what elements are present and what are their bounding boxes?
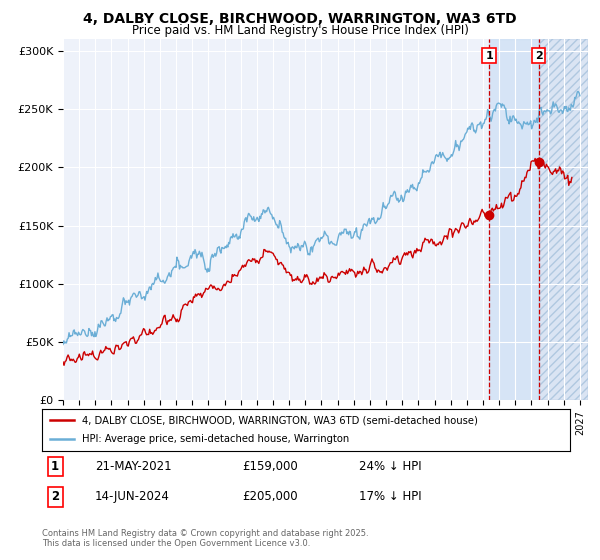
Text: This data is licensed under the Open Government Licence v3.0.: This data is licensed under the Open Gov…	[42, 539, 310, 548]
Text: 14-JUN-2024: 14-JUN-2024	[95, 490, 170, 503]
Text: 2: 2	[535, 50, 542, 60]
Text: 2: 2	[51, 490, 59, 503]
Text: £205,000: £205,000	[242, 490, 298, 503]
Text: 17% ↓ HPI: 17% ↓ HPI	[359, 490, 421, 503]
Text: Contains HM Land Registry data © Crown copyright and database right 2025.: Contains HM Land Registry data © Crown c…	[42, 529, 368, 538]
Bar	[539, 39, 588, 400]
Text: 4, DALBY CLOSE, BIRCHWOOD, WARRINGTON, WA3 6TD: 4, DALBY CLOSE, BIRCHWOOD, WARRINGTON, W…	[83, 12, 517, 26]
Text: 1: 1	[51, 460, 59, 473]
Bar	[489, 39, 539, 400]
Text: 1: 1	[485, 50, 493, 60]
Text: Price paid vs. HM Land Registry's House Price Index (HPI): Price paid vs. HM Land Registry's House …	[131, 24, 469, 37]
Text: £159,000: £159,000	[242, 460, 298, 473]
Text: 21-MAY-2021: 21-MAY-2021	[95, 460, 172, 473]
Text: HPI: Average price, semi-detached house, Warrington: HPI: Average price, semi-detached house,…	[82, 435, 349, 445]
Text: 4, DALBY CLOSE, BIRCHWOOD, WARRINGTON, WA3 6TD (semi-detached house): 4, DALBY CLOSE, BIRCHWOOD, WARRINGTON, W…	[82, 415, 478, 425]
Bar	[539, 39, 588, 400]
Text: 24% ↓ HPI: 24% ↓ HPI	[359, 460, 421, 473]
